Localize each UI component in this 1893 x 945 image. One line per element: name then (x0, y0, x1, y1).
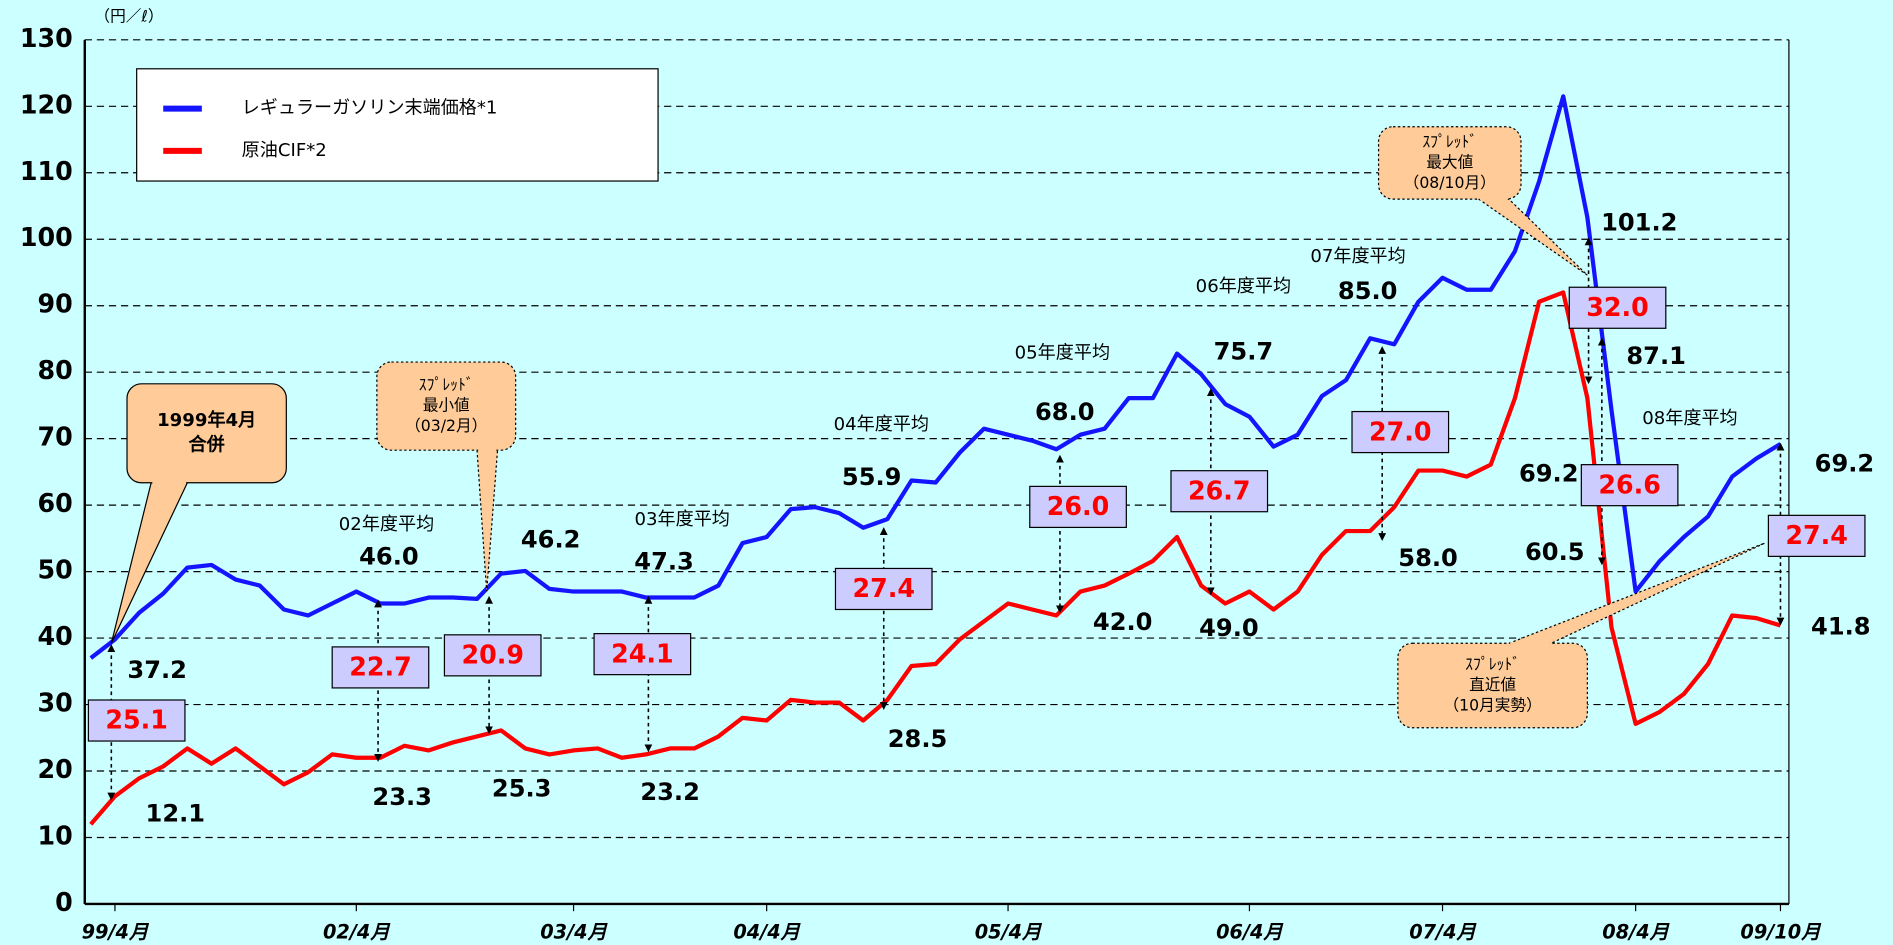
callout-text: 1999年4月 (157, 409, 256, 431)
value-label: 87.1 (1626, 342, 1686, 370)
spread-label: 32.0 (1586, 292, 1649, 322)
value-label: 68.0 (1035, 398, 1095, 426)
spread-box (1568, 286, 1667, 329)
callout-text: 最小値 (423, 396, 470, 415)
y-tick-label: 10 (37, 820, 72, 850)
callout-text: （03/2月） (405, 416, 487, 435)
callout-box (376, 361, 517, 451)
spread-box (1029, 485, 1127, 529)
unit-label: （円／ℓ） (94, 6, 163, 25)
value-label: 42.0 (1093, 608, 1153, 636)
x-tick-label: 08/4月 (1602, 920, 1670, 943)
value-label: 85.0 (1338, 277, 1398, 305)
average-label: 05年度平均 (1015, 343, 1110, 364)
legend-box (136, 68, 659, 182)
value-label: 60.5 (1525, 538, 1585, 566)
y-tick-label: 0 (55, 887, 73, 917)
callout-text: ｽﾌﾟﾚｯﾄﾞ (1422, 132, 1477, 151)
value-label: 41.8 (1811, 613, 1871, 641)
x-tick-label: 03/4月 (540, 920, 608, 943)
x-tick-label: 04/4月 (733, 920, 801, 943)
spread-label: 27.0 (1369, 416, 1432, 446)
average-label: 02年度平均 (339, 514, 434, 535)
callout-pointer (476, 449, 499, 592)
value-label: 58.0 (1398, 544, 1458, 572)
x-tick-label: 07/4月 (1409, 920, 1477, 943)
x-tick-label: 99/4月 (82, 920, 150, 943)
average-label: 08年度平均 (1642, 408, 1737, 429)
spread-label: 22.7 (349, 652, 412, 682)
value-label: 55.9 (842, 463, 902, 491)
value-label: 23.3 (372, 783, 432, 811)
callout-text: 直近値 (1469, 675, 1516, 694)
y-tick-label: 30 (37, 688, 72, 718)
legend-label: 原油CIF*2 (242, 140, 327, 161)
series-line (89, 290, 1782, 826)
callout-box (1377, 126, 1522, 200)
callout-text: 合併 (189, 433, 225, 455)
y-tick-label: 40 (37, 621, 72, 651)
callout-text: ｽﾌﾟﾚｯﾄﾞ (419, 375, 474, 394)
spread-box (1170, 470, 1269, 513)
value-label: 69.2 (1815, 450, 1875, 478)
spread-label: 26.0 (1047, 491, 1110, 521)
value-label: 69.2 (1519, 459, 1579, 487)
callout-text: 最大値 (1426, 152, 1473, 171)
spread-label: 27.4 (852, 573, 915, 603)
y-tick-label: 50 (37, 555, 72, 585)
x-tick-label: 02/4月 (323, 920, 391, 943)
value-label: 28.5 (888, 725, 948, 753)
y-tick-label: 100 (20, 222, 73, 252)
spread-box (87, 699, 186, 742)
value-label: 46.0 (359, 543, 419, 571)
spread-box (1767, 514, 1866, 557)
x-tick-label: 05/4月 (975, 920, 1043, 943)
spread-box (443, 634, 542, 677)
callout-box (126, 383, 287, 484)
x-tick-label: 09/10月 (1740, 920, 1822, 943)
spread-label: 25.1 (105, 705, 168, 735)
spread-box (1580, 464, 1679, 507)
legend-label: レギュラーガソリン末端価格*1 (242, 98, 498, 119)
value-label: 49.0 (1199, 614, 1259, 642)
callout-text: （08/10月） (1404, 173, 1496, 192)
y-tick-label: 110 (20, 156, 73, 186)
y-tick-label: 20 (37, 754, 72, 784)
y-tick-label: 70 (37, 422, 72, 452)
value-label: 12.1 (146, 800, 206, 828)
average-label: 04年度平均 (834, 414, 929, 435)
y-tick-label: 120 (20, 89, 73, 119)
series-line (89, 94, 1782, 660)
average-label: 07年度平均 (1310, 246, 1405, 267)
x-tick-label: 06/4月 (1216, 920, 1284, 943)
y-tick-label: 80 (37, 355, 72, 385)
y-tick-label: 60 (37, 488, 72, 518)
callout-box (1397, 642, 1588, 729)
value-label: 46.2 (521, 526, 581, 554)
spread-box (1351, 410, 1450, 454)
spread-label: 26.6 (1598, 469, 1661, 499)
spread-label: 27.4 (1785, 520, 1848, 550)
spread-label: 20.9 (461, 640, 523, 670)
value-label: 25.3 (492, 774, 552, 802)
callout-text: （10月実勢） (1443, 696, 1541, 715)
average-label: 06年度平均 (1196, 276, 1291, 297)
value-label: 101.2 (1601, 208, 1677, 236)
spread-label: 24.1 (611, 638, 674, 668)
spread-box (331, 646, 430, 689)
callout-text: ｽﾌﾟﾚｯﾄﾞ (1465, 655, 1520, 674)
value-label: 37.2 (127, 656, 187, 684)
y-tick-label: 90 (37, 289, 72, 319)
value-label: 23.2 (640, 778, 700, 806)
spread-box (593, 633, 692, 676)
value-label: 75.7 (1214, 337, 1274, 365)
spread-box (834, 567, 933, 611)
value-label: 47.3 (634, 547, 694, 575)
spread-label: 26.7 (1188, 475, 1251, 505)
y-tick-label: 130 (20, 23, 73, 53)
average-label: 03年度平均 (634, 509, 729, 530)
